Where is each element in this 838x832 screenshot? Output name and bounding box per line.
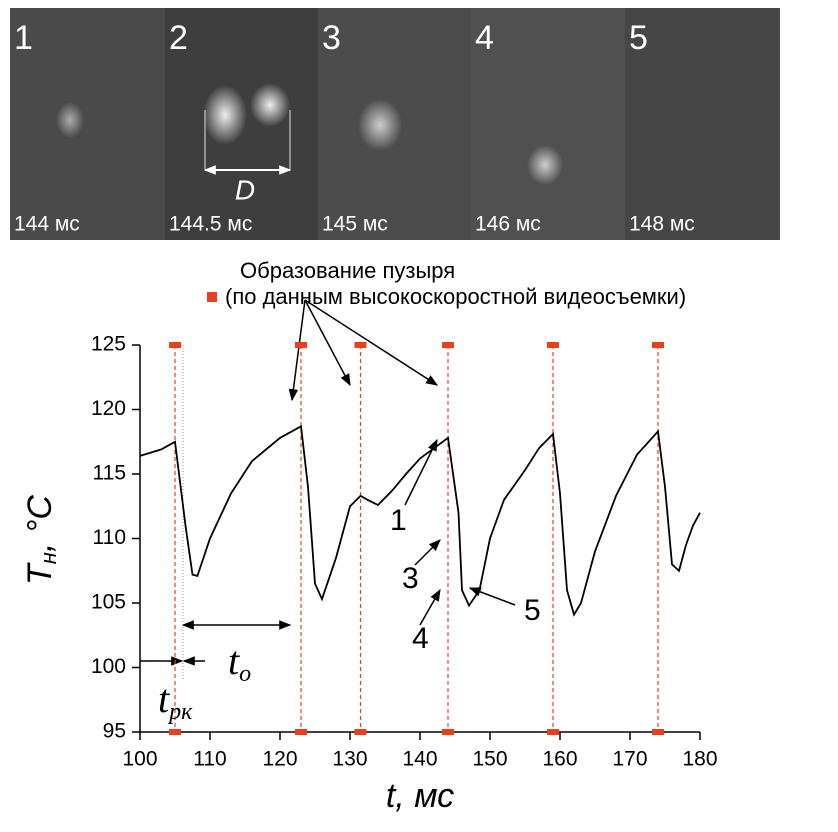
frame [471,8,625,240]
event-marker [354,342,367,348]
x-tick-label: 170 [612,748,647,771]
event-marker [442,729,454,735]
frame-time: 148 мс [629,213,695,236]
x-tick-label: 120 [262,748,297,771]
event-marker [547,342,559,348]
arrows [140,299,516,666]
blob [203,85,247,145]
annotation: 1 [390,504,407,537]
annotation: 5 [524,594,541,627]
event-marker [652,342,664,348]
y-axis-label: Tн, °C [21,495,61,585]
frame-number: 3 [322,19,341,57]
event-marker [295,729,307,735]
legend-marker [207,292,217,302]
frame-time: 146 мс [475,213,541,236]
annotation-main: t [228,638,240,683]
event-marker [442,342,454,348]
y-tick-label: 95 [103,720,126,743]
arrow [468,587,516,606]
x-axis-label: t, мс [386,777,454,815]
blob [56,102,84,138]
x-tick-label: 150 [472,748,507,771]
x-tick-label: 110 [193,748,226,771]
frame-number: 2 [169,19,188,57]
x-tick-label: 140 [402,748,437,771]
arrow [419,588,441,626]
event-marker [169,729,181,735]
y-label-sub: н [36,552,61,564]
x-tick-label: 180 [682,748,717,771]
blob [527,145,563,185]
y-tick-label: 100 [91,655,126,678]
y-label-unit: , °C [21,495,59,552]
blob [358,99,402,151]
annotation-sub: o [239,661,251,687]
frame-number: 4 [475,19,494,57]
frame [10,8,165,240]
y-tick-label: 115 [93,462,126,485]
y-tick-label: 105 [91,591,126,614]
x-tick-label: 100 [122,748,157,771]
annotation-sub: рк [167,699,193,725]
event-marker [652,729,664,735]
y-label-main: T [21,562,59,585]
y-tick-label: 110 [93,526,126,549]
y-tick-label: 120 [91,397,126,420]
frame-number: 1 [14,19,33,57]
blob [250,83,290,127]
frame-time: 144.5 мс [169,213,252,236]
annotation: to [228,638,251,686]
y-tick-label: 125 [91,333,126,356]
frame [625,8,780,240]
d-label: D [235,174,255,205]
x-tick-label: 160 [542,748,577,771]
arrow [414,539,441,566]
series-line [139,424,701,617]
arrow [304,299,351,387]
arrow [288,299,306,402]
event-marker [354,729,367,735]
frame-time: 145 мс [322,213,388,236]
frame-number: 5 [629,19,648,57]
frame-time: 144 мс [14,213,80,236]
legend-text: (по данным высокоскоростной видеосъемки) [225,284,686,309]
annotation: tрк [158,676,193,724]
event-marker [169,342,181,348]
frames: D [10,8,780,240]
event-marker [295,342,307,348]
legend-title: Образование пузыря [240,258,455,283]
x-tick-label: 130 [332,748,367,771]
event-marker [547,729,559,735]
annotation-main: t [158,676,170,721]
annotation: 3 [402,562,419,595]
annotation: 4 [412,622,429,655]
arrow [304,299,439,386]
